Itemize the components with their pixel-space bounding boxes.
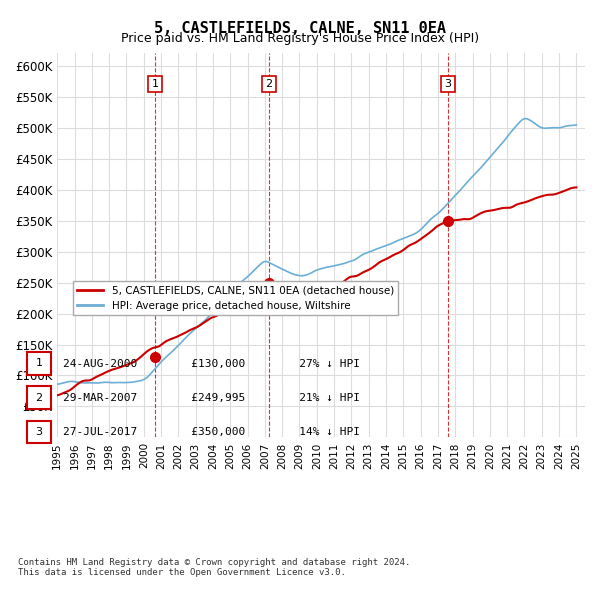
Text: Contains HM Land Registry data © Crown copyright and database right 2024.
This d: Contains HM Land Registry data © Crown c… bbox=[18, 558, 410, 577]
Text: 24-AUG-2000        £130,000        27% ↓ HPI: 24-AUG-2000 £130,000 27% ↓ HPI bbox=[36, 359, 360, 369]
Text: Price paid vs. HM Land Registry's House Price Index (HPI): Price paid vs. HM Land Registry's House … bbox=[121, 32, 479, 45]
Text: 2: 2 bbox=[265, 79, 272, 89]
Text: 3: 3 bbox=[444, 79, 451, 89]
Text: 29-MAR-2007        £249,995        21% ↓ HPI: 29-MAR-2007 £249,995 21% ↓ HPI bbox=[36, 394, 360, 403]
Legend: 5, CASTLEFIELDS, CALNE, SN11 0EA (detached house), HPI: Average price, detached : 5, CASTLEFIELDS, CALNE, SN11 0EA (detach… bbox=[73, 281, 398, 315]
Text: 2: 2 bbox=[35, 393, 43, 402]
Text: 1: 1 bbox=[152, 79, 158, 89]
Text: 5, CASTLEFIELDS, CALNE, SN11 0EA: 5, CASTLEFIELDS, CALNE, SN11 0EA bbox=[154, 21, 446, 35]
Text: 1: 1 bbox=[35, 359, 43, 368]
Text: 27-JUL-2017        £350,000        14% ↓ HPI: 27-JUL-2017 £350,000 14% ↓ HPI bbox=[36, 428, 360, 437]
Text: 3: 3 bbox=[35, 427, 43, 437]
